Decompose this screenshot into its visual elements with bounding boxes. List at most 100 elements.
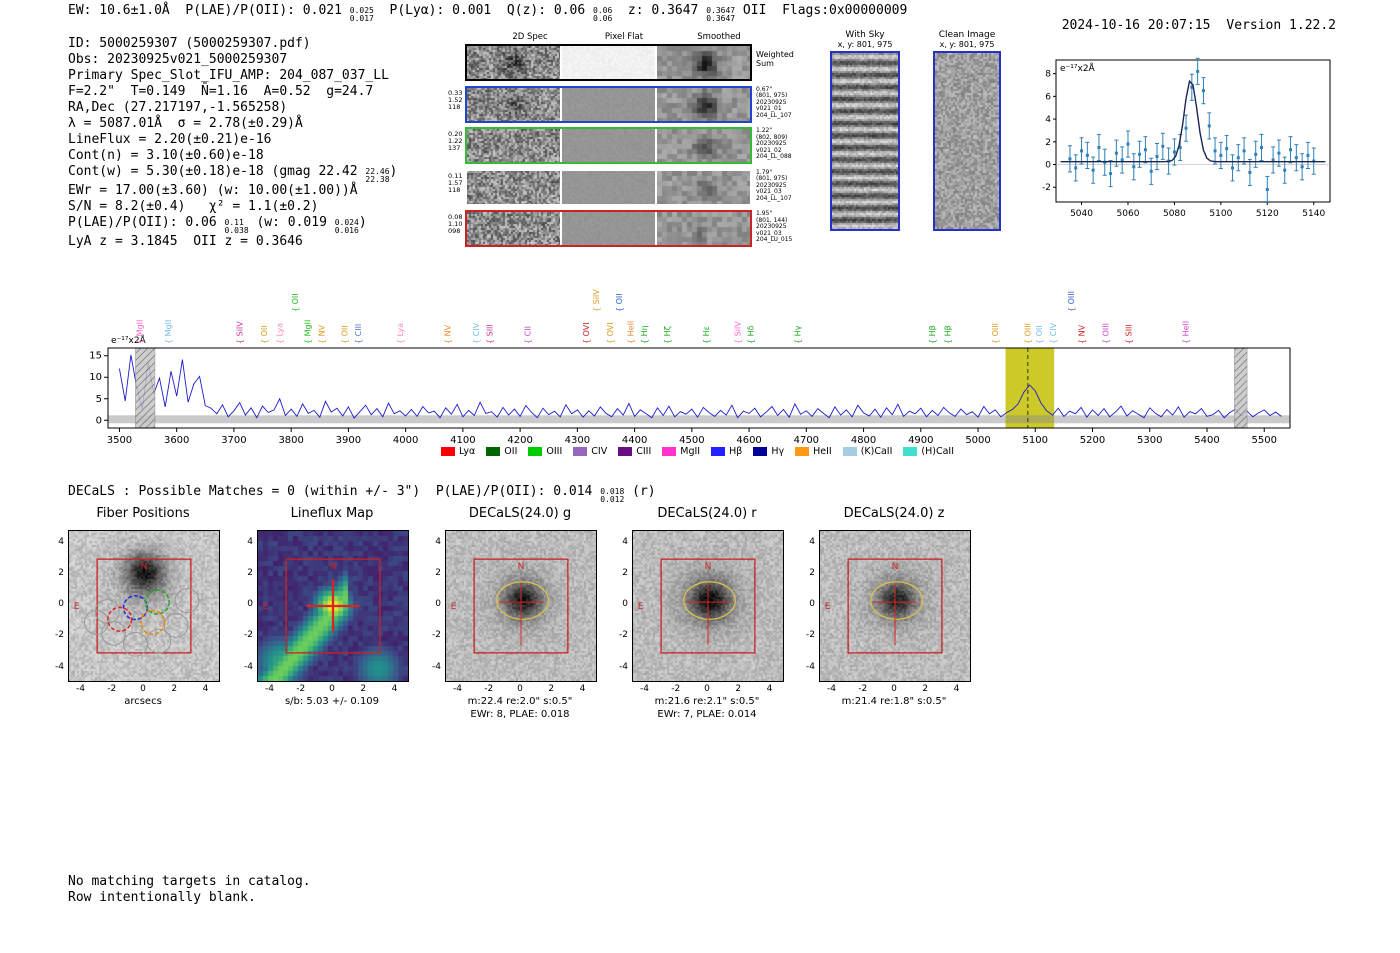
fiber-circle-gray [163,613,189,638]
info-text: LyA z = 3.1845 OII z = 0.3646 [68,234,303,249]
report-version: Version 1.22.2 [1226,18,1336,33]
cutout-x-tick-label: 0 [329,684,335,694]
masked-region [1234,347,1248,429]
cutout-x-tick-label: 4 [391,684,398,694]
legend-label: Hβ [729,446,743,457]
cutout-title-gray: DECaLS(24.0) r [657,506,757,521]
cutout-x-tick-label: 4 [953,684,960,694]
inset-y-tick-label: 4 [1045,115,1051,125]
fiber-circle [144,589,170,615]
cutout-title-lineflux: Lineflux Map [290,506,374,521]
withsky-image [830,51,900,231]
legend-label: (H)CaII [921,446,955,457]
twod-meta-line: 204_LL_107 [756,194,792,202]
fiber-circle-gray [83,610,109,635]
main-x-tick-label: 5200 [1080,435,1105,446]
twod-cell-image [562,170,655,204]
main-x-tick-label: 3500 [107,435,132,446]
twod-row [465,210,752,247]
line-label-Hβ: { Hβ [944,325,953,344]
twod-meta-line: 204_LL_107 [756,111,792,119]
main-x-tick-label: 3700 [221,435,246,446]
inset-data-point [1248,170,1252,174]
info-line: Primary Spec_Slot_IFU_AMP: 204_087_037_L… [68,68,397,84]
inset-data-point [1120,158,1124,162]
line-label-NV: { NV [1078,324,1087,344]
line-label-CIII: { CIII [354,324,363,344]
twod-meta-line: (801, 975) [756,175,788,182]
legend-swatch [618,447,633,456]
legend-item: Hγ [753,446,784,457]
detection-info-block: ID: 5000259307 (5000259307.pdf) Obs: 2023… [68,36,397,250]
line-label-Lya: { Lya [276,323,285,344]
cutout-x-tick-label: 2 [548,684,555,694]
full-spectrum-chart: 3500 3600 3700 3800 3900 4000 4100 4200 4300 4400… [89,289,1291,446]
twod-row [465,168,752,206]
main-x-tick-label: 4300 [565,435,590,446]
info-line: P(LAE)/P(OII): 0.06 0.11 0.038 (w: 0.019 … [68,215,397,234]
line-label-SiIV: { SiIV [236,321,245,344]
clean-title: Clean Image [938,30,996,40]
twod-weight-value: 118 [448,102,461,111]
main-x-tick-label: 4000 [393,435,418,446]
main-x-tick-label: 4600 [736,435,761,446]
twod-row-weight-label: 0.20 1.22 137 [448,131,464,152]
twod-meta-line: 20230925 [756,223,787,230]
twod-weight-value: 0.33 [448,88,463,97]
twod-meta-line: v021_02 [756,146,782,154]
inset-data-point [1306,153,1310,157]
header-summary-line: EW: 10.6±1.0Å P(LAE)/P(OII): 0.021 0.025… [68,3,907,22]
inset-data-point [1132,165,1136,169]
line-label-MgII: { MgII [135,320,144,344]
line-label-NV: { NV [317,324,326,344]
weighted-sum-label: Weighted Sum [756,50,794,68]
cutout-x-tick-label: 4 [202,684,209,694]
withsky-panel: With Sky x, y: 801, 975 [827,30,903,235]
legend-label: CIII [636,446,652,457]
info-line: Cont(n) = 3.10(±0.60)e-18 [68,148,397,164]
info-upper: 0.11 [224,218,244,227]
legend-swatch [842,447,857,456]
fiber-circle-gray [146,628,172,654]
info-text: LineFlux = 2.20(±0.21)e-16 [68,132,272,147]
line-label-OII: { OII [1035,325,1044,344]
twod-meta-line: v021_01 [756,105,782,112]
header-stacked-value: 0.06 0.06 [593,7,612,22]
info-line: λ = 5087.01Å σ = 2.78(±0.29)Å [68,116,397,132]
main-y-tick-label: 0 [96,415,102,426]
main-x-tick-label: 5400 [1194,435,1219,446]
info-upper: 22.46 [365,167,390,176]
legend-swatch [795,447,810,456]
inset-data-point [1143,148,1147,152]
twod-cell-image [657,87,750,121]
line-label-HeII: { HeII [1182,321,1191,344]
twod-col-header: Smoothed [697,32,741,42]
cutout-y-tick-label: -4 [806,661,815,672]
inset-fit-curve [1060,79,1326,163]
cutout-x-tick-label: -4 [453,684,462,694]
main-y-tick-label: 5 [96,394,102,405]
inset-data-point [1213,149,1217,153]
twod-row [465,127,752,164]
twod-cell-image [562,212,655,245]
cutout-title-gray: DECaLS(24.0) z [843,506,945,521]
twod-meta-line: 20230925 [756,181,787,189]
cutout-y-tick-label: 2 [435,567,441,578]
info-line: EWr = 17.00(±3.60) (w: 10.00(±1.00))Å [68,183,397,199]
main-x-tick-label: 5100 [1023,435,1048,446]
cutout-y-tick-label: 2 [622,567,628,578]
line-label-OIII: { OIII [1024,323,1033,344]
legend-item: Hβ [711,446,742,457]
footer-line: Row intentionally blank. [68,890,256,905]
cutout-x-tick-label: 0 [140,684,146,694]
extraction-square [285,558,381,654]
legend-label: Lyα [458,446,476,457]
info-text: Cont(n) = 3.10(±0.60)e-18 [68,148,264,163]
inset-data-point [1097,145,1101,149]
legend-label: Hγ [771,446,785,457]
twod-meta-line: (801, 144) [756,216,788,224]
inset-data-point [1230,166,1234,170]
twod-col-header: Pixel Flat [604,32,644,42]
twod-meta-line: 1.95" [756,210,773,217]
legend-item: HeII [795,446,832,457]
